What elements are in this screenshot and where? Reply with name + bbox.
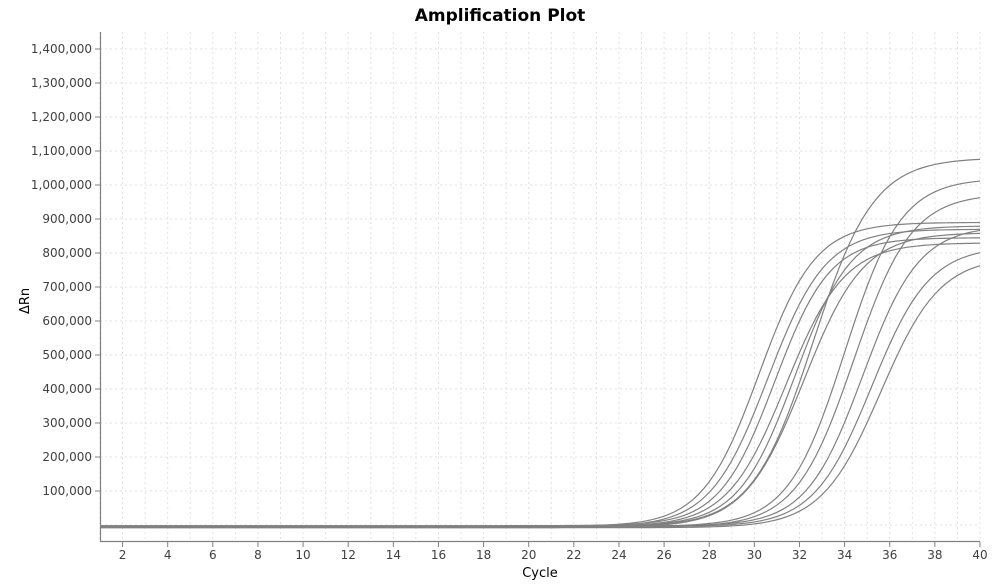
x-tick-label: 22 <box>566 548 581 562</box>
x-tick-label: 36 <box>882 548 897 562</box>
amplification-curve <box>100 233 980 527</box>
x-tick-label: 4 <box>164 548 172 562</box>
y-tick-label: 600,000 <box>42 314 92 328</box>
y-tick-label: 400,000 <box>42 382 92 396</box>
x-tick-label: 30 <box>747 548 762 562</box>
amplification-curves <box>100 159 980 527</box>
x-tick-label: 16 <box>431 548 446 562</box>
chart-title: Amplification Plot <box>0 6 1000 26</box>
x-tick-label: 38 <box>927 548 942 562</box>
amplification-curve <box>100 266 980 528</box>
y-tick-label: 1,100,000 <box>31 144 92 158</box>
y-tick-label: 700,000 <box>42 280 92 294</box>
amplification-plot-svg: 100,000200,000300,000400,000500,000600,0… <box>100 32 980 542</box>
amplification-curve <box>100 181 980 526</box>
amplification-curve <box>100 223 980 527</box>
x-tick-label: 18 <box>476 548 491 562</box>
y-axis-label: ΔRn <box>18 288 33 314</box>
y-tick-label: 500,000 <box>42 348 92 362</box>
y-tick-label: 800,000 <box>42 246 92 260</box>
x-tick-label: 34 <box>837 548 852 562</box>
x-tick-label: 14 <box>386 548 401 562</box>
x-tick-label: 32 <box>792 548 807 562</box>
y-tick-label: 100,000 <box>42 484 92 498</box>
y-tick-label: 1,300,000 <box>31 76 92 90</box>
x-axis-label: Cycle <box>100 566 980 581</box>
x-tick-label: 6 <box>209 548 217 562</box>
x-tick-label: 10 <box>295 548 310 562</box>
chart-stage: Amplification Plot ΔRn Cycle 100,000200,… <box>0 0 1000 586</box>
x-tick-label: 12 <box>341 548 356 562</box>
x-tick-label: 40 <box>972 548 987 562</box>
amplification-curve <box>100 253 980 527</box>
y-tick-label: 200,000 <box>42 450 92 464</box>
y-tick-label: 1,000,000 <box>31 178 92 192</box>
x-tick-label: 24 <box>611 548 626 562</box>
x-tick-label: 20 <box>521 548 536 562</box>
x-tick-label: 2 <box>119 548 127 562</box>
y-tick-label: 300,000 <box>42 416 92 430</box>
y-tick-label: 900,000 <box>42 212 92 226</box>
amplification-curve <box>100 243 980 527</box>
y-tick-label: 1,200,000 <box>31 110 92 124</box>
x-tick-label: 26 <box>656 548 671 562</box>
amplification-curve <box>100 238 980 526</box>
x-tick-label: 28 <box>702 548 717 562</box>
x-tick-label: 8 <box>254 548 262 562</box>
y-tick-label: 1,400,000 <box>31 42 92 56</box>
